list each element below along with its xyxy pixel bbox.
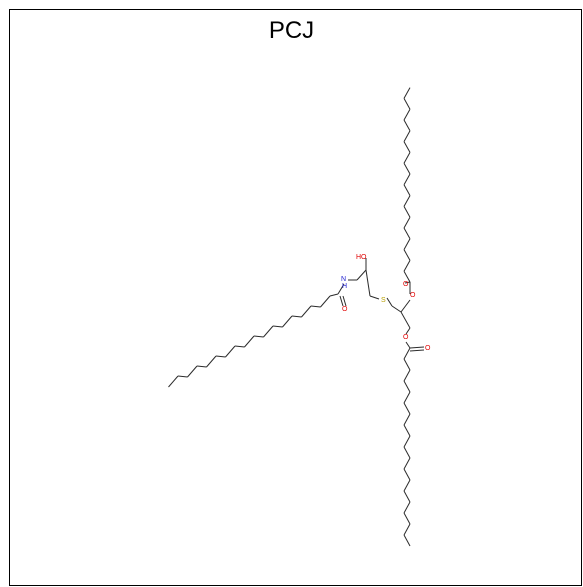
lower-chain-bond bbox=[403, 534, 411, 547]
lower-chain-bond bbox=[403, 512, 411, 525]
upper-chain-bond bbox=[403, 184, 411, 196]
left-chain-bond bbox=[301, 305, 312, 318]
bond-lines bbox=[168, 87, 425, 547]
backbone-bond bbox=[391, 305, 402, 313]
backbone-bond bbox=[409, 346, 425, 349]
left-chain-bond bbox=[187, 365, 198, 378]
lower-chain-bond bbox=[403, 347, 411, 360]
lower-chain-bond bbox=[403, 490, 411, 503]
amide-nitrogen-label: N bbox=[341, 276, 346, 283]
backbone-bond bbox=[386, 297, 393, 307]
lower-chain-bond bbox=[403, 523, 411, 536]
backbone-bond bbox=[409, 349, 425, 352]
backbone-bond bbox=[356, 269, 367, 281]
left-chain-bond bbox=[310, 305, 321, 308]
upper-chain-bond bbox=[403, 173, 411, 186]
upper-chain-bond bbox=[403, 141, 411, 153]
upper-chain-bond bbox=[403, 87, 411, 99]
lower-chain-bond bbox=[403, 446, 411, 459]
ester1-carbonyl-oxygen-label: O bbox=[403, 281, 409, 288]
backbone-bond bbox=[337, 283, 345, 295]
left-chain-bond bbox=[244, 335, 255, 348]
left-chain-bond bbox=[196, 365, 207, 368]
backbone-bond bbox=[405, 327, 411, 335]
upper-chain-bond bbox=[403, 260, 411, 272]
lower-chain-bond bbox=[403, 369, 411, 382]
upper-chain-bond bbox=[403, 152, 411, 164]
lower-chain-bond bbox=[403, 424, 411, 437]
lower-chain-bond bbox=[403, 468, 411, 481]
upper-chain-bond bbox=[403, 130, 411, 142]
left-chain-bond bbox=[234, 345, 245, 348]
figure-frame bbox=[9, 9, 582, 586]
ester2-ether-oxygen-label: O bbox=[403, 334, 409, 341]
backbone-bond bbox=[369, 295, 380, 300]
left-chain-bond bbox=[320, 295, 331, 308]
upper-chain-bond bbox=[403, 216, 411, 229]
sulfur-label: S bbox=[381, 297, 386, 304]
amide-hydrogen-label: H bbox=[342, 283, 347, 290]
molecule-title: PCJ bbox=[268, 17, 315, 44]
left-chain-bond bbox=[168, 375, 179, 388]
lower-chain-bond bbox=[403, 413, 411, 426]
upper-chain-bond bbox=[403, 162, 411, 175]
left-chain-bond bbox=[215, 355, 226, 358]
amide-oxygen-label: O bbox=[342, 306, 348, 313]
hydroxyl-label: HO bbox=[356, 254, 367, 261]
lower-chain-bond bbox=[403, 402, 411, 415]
left-chain-bond bbox=[206, 355, 217, 368]
left-chain-bond bbox=[263, 325, 274, 338]
left-chain-bond bbox=[225, 345, 236, 358]
ester2-carbonyl-oxygen-label: O bbox=[425, 345, 431, 352]
backbone-bond bbox=[404, 281, 411, 284]
lower-chain-bond bbox=[403, 501, 411, 514]
backbone-bond bbox=[400, 311, 411, 329]
lower-chain-bond bbox=[403, 479, 411, 492]
upper-chain-bond bbox=[403, 249, 411, 261]
backbone-bond bbox=[342, 295, 347, 307]
left-chain-bond bbox=[282, 315, 293, 328]
left-chain-bond bbox=[272, 325, 283, 328]
upper-chain-bond bbox=[403, 227, 411, 240]
upper-chain-bond bbox=[403, 108, 411, 121]
lower-chain-bond bbox=[403, 457, 411, 470]
left-chain-bond bbox=[177, 375, 188, 378]
ester1-ether-oxygen-label: O bbox=[410, 292, 416, 299]
left-chain-bond bbox=[253, 335, 264, 338]
upper-chain-bond bbox=[403, 98, 411, 110]
upper-chain-bond bbox=[403, 119, 411, 132]
backbone-bond bbox=[329, 293, 339, 297]
backbone-bond bbox=[365, 269, 371, 297]
left-chain-bond bbox=[291, 315, 302, 318]
backbone-bond bbox=[405, 341, 411, 349]
upper-chain-bond bbox=[403, 206, 411, 218]
lower-chain-bond bbox=[403, 380, 411, 393]
upper-chain-bond bbox=[403, 195, 411, 207]
lower-chain-bond bbox=[403, 391, 411, 404]
upper-chain-bond bbox=[403, 238, 411, 250]
lower-chain-bond bbox=[403, 358, 411, 371]
backbone-bond bbox=[339, 295, 344, 307]
backbone-bond bbox=[400, 299, 411, 313]
upper-chain-bond bbox=[403, 270, 411, 283]
lower-chain-bond bbox=[403, 435, 411, 448]
